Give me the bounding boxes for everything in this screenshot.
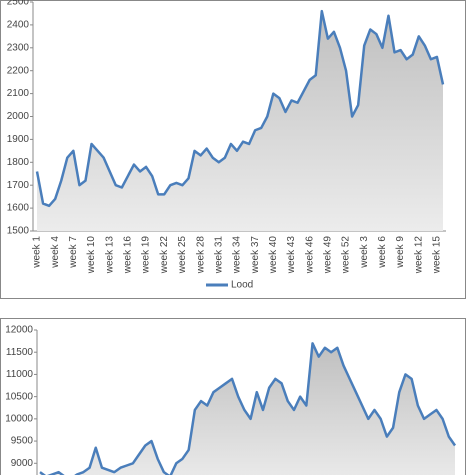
y-tick-label: 2400 [7, 20, 30, 31]
y-tick-label: 11000 [6, 369, 34, 380]
y-tick-label: 9500 [11, 436, 34, 447]
y-tick-label: 1800 [7, 157, 30, 168]
x-tick-label: week 37 [250, 236, 261, 275]
x-tick-label: week 12 [413, 236, 424, 275]
x-tick-label: week 19 [141, 236, 152, 275]
y-tick-label: 1500 [7, 226, 30, 237]
area [37, 11, 443, 231]
area [40, 343, 455, 475]
x-tick-label: week 4 [50, 236, 61, 269]
x-tick-label: week 31 [213, 236, 224, 275]
x-tick-label: week 28 [195, 236, 206, 275]
x-tick-label: week 3 [359, 236, 370, 269]
x-tick-label: week 52 [341, 236, 352, 275]
legend-label: Lood [231, 280, 253, 291]
x-tick-label: week 49 [323, 236, 334, 275]
chart: 9000 9500 10000 10500 11000 11500 12000 [5, 325, 457, 475]
chart: 1500 1600 1700 1800 1900 2000 2100 2200 2300 2400… [7, 0, 446, 291]
x-tick-label: week 22 [159, 236, 170, 275]
x-tick-label: week 10 [86, 236, 97, 275]
y-tick-label: 2000 [7, 111, 30, 122]
x-tick-label: week 7 [68, 236, 79, 269]
y-tick-label: 12000 [5, 325, 33, 336]
y-tick-label: 2200 [7, 65, 30, 76]
y-tick-label: 10500 [5, 391, 33, 402]
line [39, 342, 457, 475]
y-tick-label: 1700 [7, 180, 30, 191]
x-tick-label: week 43 [286, 236, 297, 275]
y-tick-label: 2300 [7, 42, 30, 53]
line [35, 9, 445, 208]
x-tick-label: week 9 [395, 236, 406, 269]
y-tick-label: 1600 [7, 203, 30, 214]
x-tick-label: week 34 [232, 236, 243, 275]
x-tick-label: week 40 [268, 236, 279, 275]
y-tick-label: 10000 [5, 413, 33, 424]
y-tick-label: 9000 [11, 458, 34, 469]
y-tick-label: 1900 [7, 134, 30, 145]
x-tick-label: week 46 [304, 236, 315, 275]
x-tick-label: week 1 [32, 236, 43, 269]
x-tick-label: week 13 [104, 236, 115, 275]
x-tick-label: week 6 [377, 236, 388, 269]
x-tick-label: week 15 [432, 236, 443, 275]
y-tick-label: 11500 [6, 347, 34, 358]
y-tick-label: 2100 [7, 88, 30, 99]
x-tick-label: week 16 [123, 236, 134, 275]
y-tick-label: 2500 [7, 0, 30, 8]
x-tick-label: week 25 [177, 236, 188, 275]
